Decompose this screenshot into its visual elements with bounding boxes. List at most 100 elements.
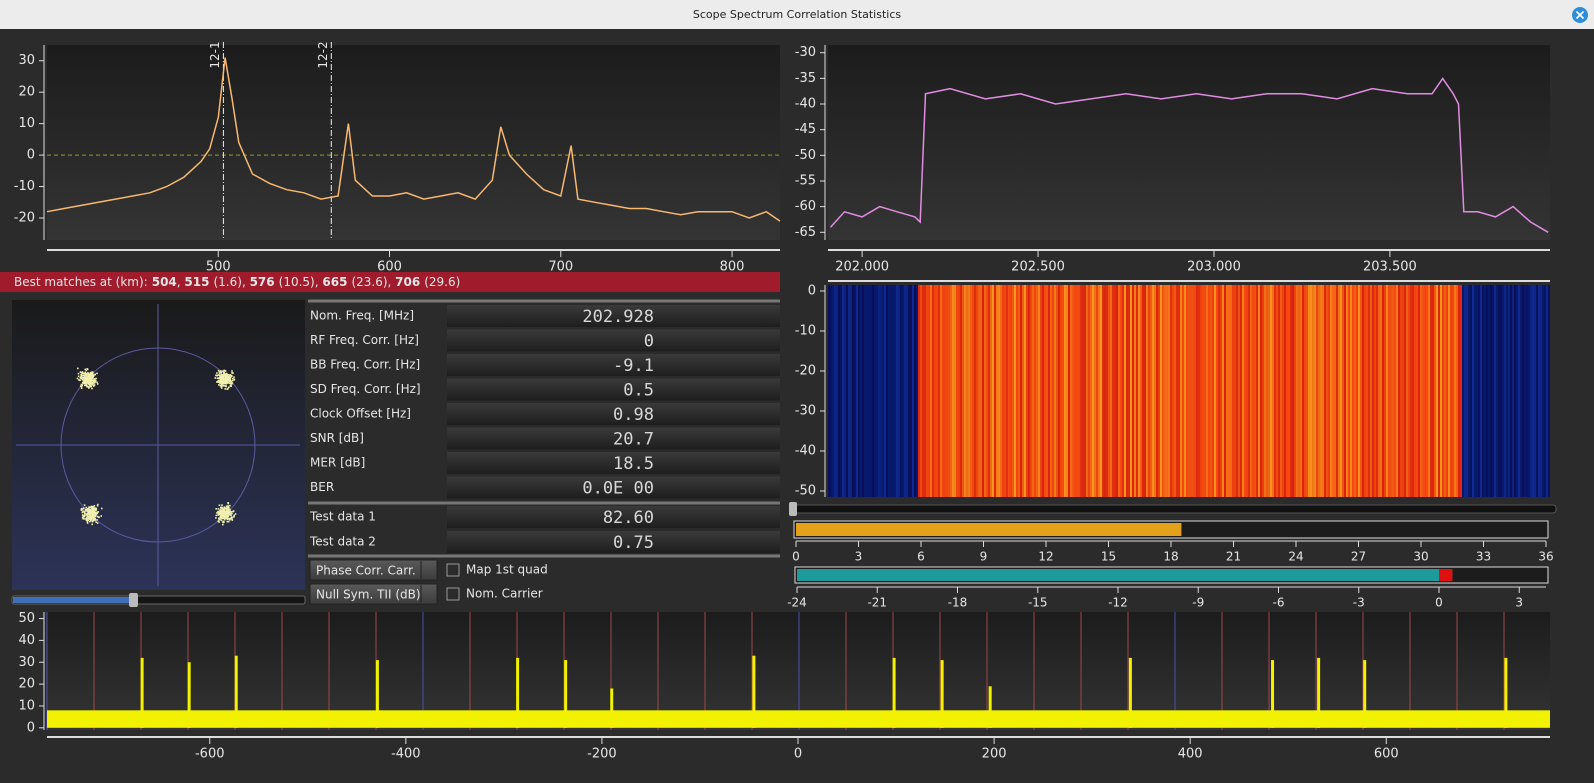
streak — [1378, 285, 1380, 497]
streak — [838, 285, 840, 497]
streak — [1368, 285, 1370, 497]
streak — [1078, 285, 1080, 497]
streak — [884, 285, 886, 497]
streak — [1434, 285, 1436, 497]
point — [90, 384, 93, 386]
streak — [1320, 285, 1322, 497]
point — [88, 386, 90, 388]
point — [86, 385, 89, 387]
point — [231, 382, 234, 384]
slider-handle[interactable] — [789, 502, 797, 516]
point — [223, 513, 226, 515]
point — [88, 512, 90, 514]
streak — [878, 285, 880, 497]
point — [217, 514, 219, 516]
y-tick-label: 10 — [18, 698, 35, 713]
streak — [1356, 285, 1358, 497]
checkbox[interactable] — [446, 587, 460, 601]
point — [79, 385, 82, 387]
point — [96, 383, 99, 385]
streak — [1534, 285, 1536, 497]
streak — [874, 285, 876, 497]
streak — [924, 285, 926, 497]
point — [91, 505, 94, 508]
point — [81, 511, 84, 514]
streak — [1164, 285, 1166, 497]
streak — [1496, 285, 1498, 497]
best-matches-bar — [0, 272, 780, 292]
point — [101, 507, 103, 510]
point — [84, 384, 86, 387]
point — [227, 520, 230, 523]
point — [226, 506, 228, 509]
point — [86, 522, 89, 524]
streak — [894, 285, 896, 497]
match-value: (29.6) — [424, 275, 460, 289]
peak-bar — [564, 660, 568, 728]
streak — [1138, 285, 1140, 497]
point — [93, 382, 95, 384]
streak — [998, 285, 1000, 497]
point — [89, 513, 91, 515]
point — [88, 387, 90, 389]
streak — [1316, 285, 1318, 497]
streak — [1546, 285, 1548, 497]
point — [94, 514, 96, 516]
streak — [832, 285, 834, 497]
point — [91, 371, 94, 373]
point — [220, 386, 223, 389]
point — [94, 518, 96, 521]
point — [226, 512, 229, 514]
slider-handle[interactable] — [129, 593, 138, 607]
streak — [932, 285, 934, 497]
streak — [1022, 285, 1024, 497]
streak — [1348, 285, 1350, 497]
point — [94, 381, 96, 384]
button[interactable] — [309, 559, 438, 581]
streak — [1456, 285, 1458, 497]
streak — [1284, 285, 1286, 497]
value-cell — [447, 452, 780, 474]
streak — [1444, 285, 1446, 497]
point — [93, 505, 96, 507]
point — [95, 377, 97, 380]
streak — [1340, 285, 1342, 497]
streak — [872, 285, 874, 497]
point — [86, 373, 88, 375]
streak — [1286, 285, 1288, 497]
streak — [978, 285, 980, 497]
streak — [1014, 285, 1016, 497]
streak — [1242, 285, 1244, 497]
value-cell — [447, 427, 780, 450]
streak — [1052, 285, 1054, 497]
streak — [1424, 285, 1426, 497]
checkbox[interactable] — [446, 563, 460, 577]
streak — [1270, 285, 1272, 497]
point — [84, 374, 87, 376]
point — [88, 517, 91, 520]
point — [89, 373, 91, 375]
point — [93, 510, 96, 512]
streak — [1414, 285, 1416, 497]
streak — [1030, 285, 1032, 497]
streak — [1526, 285, 1528, 497]
point — [221, 384, 223, 386]
streak — [952, 285, 954, 497]
streak — [1298, 285, 1300, 497]
streak — [1390, 285, 1392, 497]
streak — [876, 285, 878, 497]
streak — [1036, 285, 1038, 497]
y-tick-label: -35 — [795, 71, 816, 86]
point — [81, 379, 84, 381]
meter-tick-label: -18 — [948, 596, 968, 610]
button[interactable] — [309, 583, 438, 605]
point — [225, 510, 227, 513]
peak-bar — [375, 660, 379, 728]
y-tick-label: 0 — [808, 284, 816, 299]
streak — [942, 285, 944, 497]
point — [218, 384, 220, 386]
match-km: 706 — [395, 275, 420, 289]
slider-fill — [13, 597, 133, 603]
streak — [1188, 285, 1190, 497]
streak — [982, 285, 984, 497]
